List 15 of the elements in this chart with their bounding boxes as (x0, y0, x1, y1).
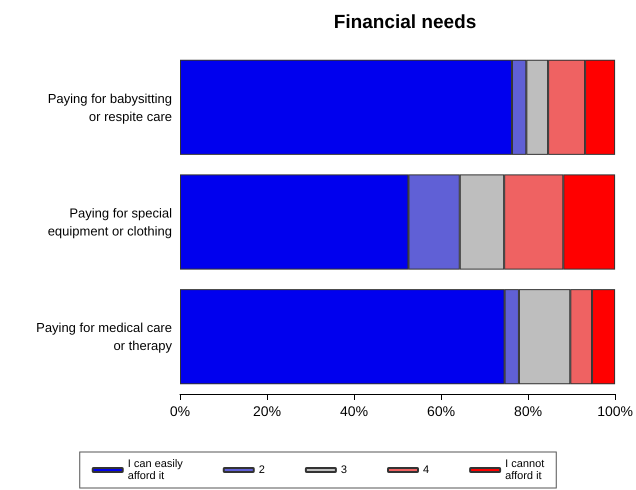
x-tick-label: 60% (427, 403, 456, 419)
chart-title: Financial needs (334, 12, 476, 33)
legend-label: 4 (423, 464, 430, 476)
legend-label: 3 (340, 464, 348, 476)
x-tick-label: 20% (253, 403, 282, 419)
x-tick-label: 100% (597, 403, 634, 419)
y-tick-label: Paying for medical care or therapy (36, 320, 172, 354)
legend-label: I cannot afford it (505, 458, 544, 482)
legend-label: I can easily afford it (128, 458, 184, 482)
x-tick-label: 40% (340, 403, 368, 419)
x-tick-label: 0% (170, 403, 190, 419)
x-tick-label: 80% (514, 403, 542, 419)
y-tick-label: Paying for special equipment or clothing (48, 206, 172, 238)
legend-label: 2 (258, 464, 265, 476)
y-tick-label: Paying for babysitting or respite care (48, 90, 172, 124)
